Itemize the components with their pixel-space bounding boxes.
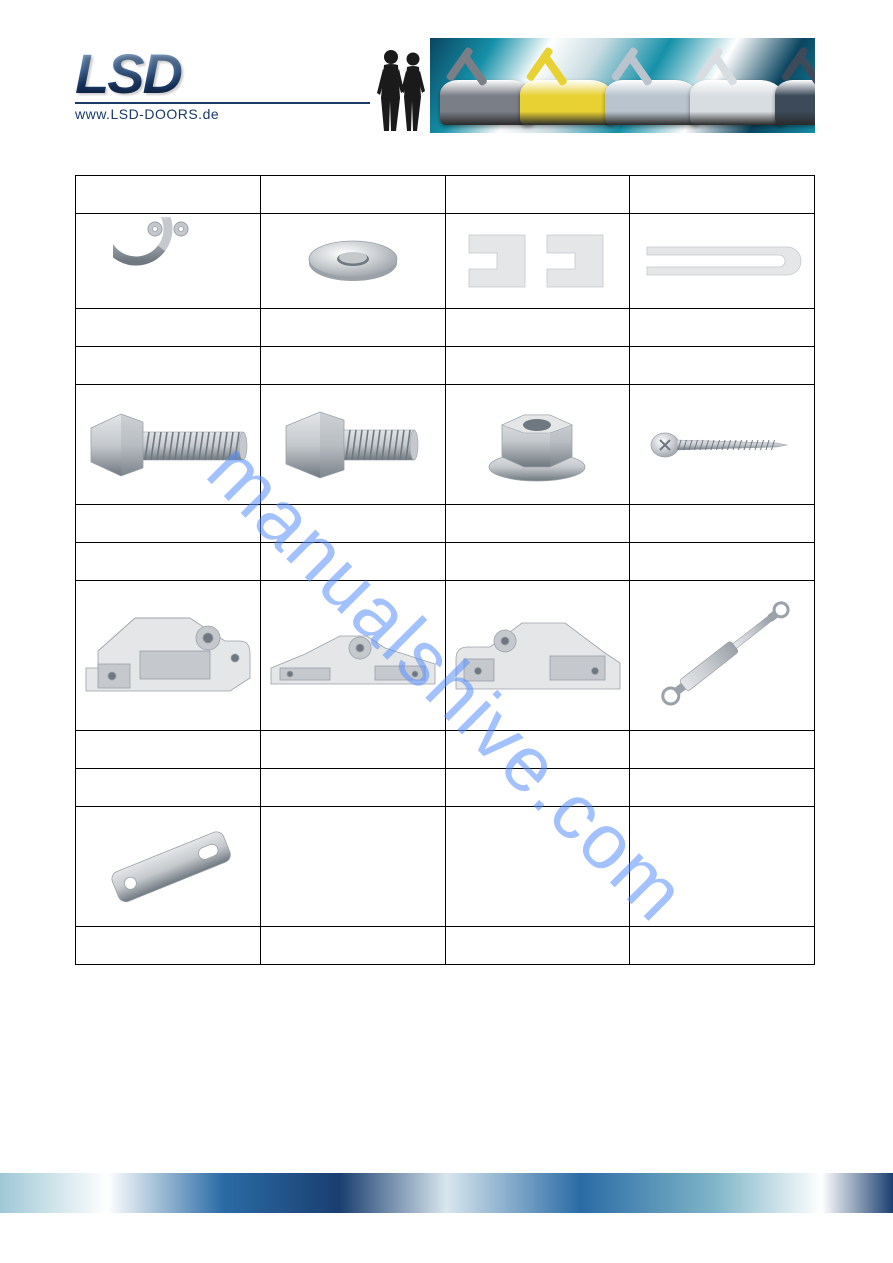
hinge-base-cell bbox=[260, 581, 445, 731]
table-label-cell bbox=[445, 505, 630, 543]
table-image-row bbox=[76, 581, 815, 731]
table-header-row bbox=[76, 347, 815, 385]
washer-cell bbox=[260, 214, 445, 309]
page: LSD www.LSD-DOORS.de bbox=[0, 0, 893, 1263]
hex-bolt-long-cell bbox=[76, 385, 261, 505]
table-image-row bbox=[76, 385, 815, 505]
table-header-cell bbox=[630, 769, 815, 807]
table-header-row bbox=[76, 176, 815, 214]
table-label-cell bbox=[445, 731, 630, 769]
empty-cell bbox=[630, 807, 815, 927]
hex-bolt-long-icon bbox=[78, 387, 258, 502]
flange-nut-cell bbox=[445, 385, 630, 505]
hinge-right-icon bbox=[448, 583, 628, 728]
table-label-cell bbox=[76, 927, 261, 965]
parts-table bbox=[75, 175, 815, 965]
table-label-row bbox=[76, 309, 815, 347]
banner-car bbox=[690, 80, 785, 125]
flange-nut-icon bbox=[448, 387, 628, 502]
table-label-cell bbox=[630, 505, 815, 543]
washer-icon bbox=[263, 216, 443, 306]
table-header-cell bbox=[630, 347, 815, 385]
table-image-row bbox=[76, 214, 815, 309]
table-header-cell bbox=[445, 543, 630, 581]
table-label-row bbox=[76, 505, 815, 543]
hinge-base-icon bbox=[263, 583, 443, 728]
table-image-row bbox=[76, 807, 815, 927]
banner-car bbox=[520, 80, 615, 125]
table-header-cell bbox=[76, 769, 261, 807]
table-label-row bbox=[76, 927, 815, 965]
sheet-screw-cell bbox=[630, 385, 815, 505]
shim-pair-cell bbox=[445, 214, 630, 309]
table-header-row bbox=[76, 543, 815, 581]
banner-car bbox=[605, 80, 700, 125]
table-header-cell bbox=[76, 176, 261, 214]
hex-bolt-short-icon bbox=[263, 387, 443, 502]
hinge-left-icon bbox=[78, 583, 258, 728]
strap-plate-cell bbox=[76, 807, 261, 927]
sheet-screw-icon bbox=[632, 387, 812, 502]
table-label-cell bbox=[260, 731, 445, 769]
table-label-cell bbox=[445, 927, 630, 965]
people-silhouette bbox=[370, 38, 430, 133]
table-header-cell bbox=[260, 769, 445, 807]
table-label-cell bbox=[76, 505, 261, 543]
table-label-cell bbox=[260, 927, 445, 965]
empty-cell bbox=[445, 807, 630, 927]
u-shim-icon bbox=[632, 216, 812, 306]
table-header-cell bbox=[260, 347, 445, 385]
table-header-cell bbox=[260, 176, 445, 214]
u-shim-cell bbox=[630, 214, 815, 309]
table-label-cell bbox=[76, 731, 261, 769]
banner-car bbox=[775, 80, 815, 125]
table-label-cell bbox=[630, 927, 815, 965]
gas-spring-icon bbox=[632, 583, 812, 728]
gas-spring-cell bbox=[630, 581, 815, 731]
table-header-row bbox=[76, 769, 815, 807]
circlip-icon bbox=[78, 216, 258, 306]
footer-bar bbox=[0, 1173, 893, 1213]
table-label-cell bbox=[630, 309, 815, 347]
logo-url: www.LSD-DOORS.de bbox=[75, 102, 370, 122]
logo-text: LSD bbox=[75, 49, 370, 99]
table-header-cell bbox=[630, 176, 815, 214]
table-header-cell bbox=[630, 543, 815, 581]
table-header-cell bbox=[260, 543, 445, 581]
logo-block: LSD www.LSD-DOORS.de bbox=[75, 38, 370, 133]
table-header-cell bbox=[76, 347, 261, 385]
table-header-cell bbox=[445, 176, 630, 214]
hinge-right-cell bbox=[445, 581, 630, 731]
strap-plate-icon bbox=[78, 809, 258, 924]
table-label-cell bbox=[260, 505, 445, 543]
empty-cell bbox=[260, 807, 445, 927]
table-header-cell bbox=[445, 347, 630, 385]
table-label-row bbox=[76, 731, 815, 769]
table-header-cell bbox=[76, 543, 261, 581]
table-header-cell bbox=[445, 769, 630, 807]
table-label-cell bbox=[445, 309, 630, 347]
table-label-cell bbox=[630, 731, 815, 769]
hinge-left-cell bbox=[76, 581, 261, 731]
banner-image bbox=[430, 38, 815, 133]
circlip-cell bbox=[76, 214, 261, 309]
table-label-cell bbox=[260, 309, 445, 347]
shim-pair-icon bbox=[448, 216, 628, 306]
table-label-cell bbox=[76, 309, 261, 347]
hex-bolt-short-cell bbox=[260, 385, 445, 505]
page-header: LSD www.LSD-DOORS.de bbox=[75, 38, 815, 133]
